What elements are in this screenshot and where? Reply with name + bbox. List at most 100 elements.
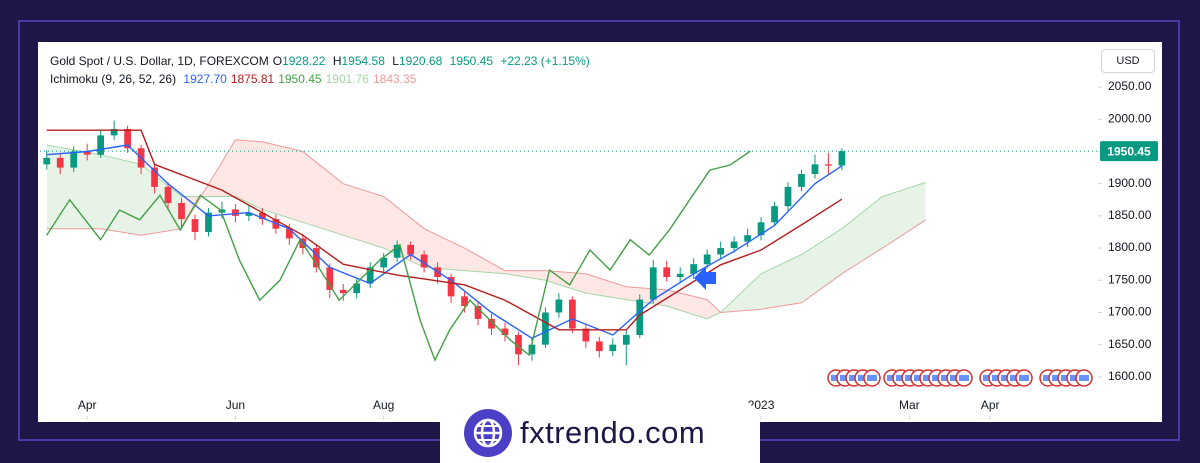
candle-body bbox=[542, 312, 549, 345]
cloud-segment bbox=[801, 228, 842, 303]
ohlc-prefix: L bbox=[392, 54, 399, 68]
close-value: 1950.45 bbox=[449, 54, 494, 68]
event-flag-stripe bbox=[914, 375, 924, 381]
event-flag-stripe bbox=[1043, 375, 1053, 381]
cloud-segment bbox=[585, 273, 627, 300]
x-tick-label: Apr bbox=[78, 398, 97, 412]
event-flag-stripe bbox=[959, 375, 969, 381]
cloud-segment bbox=[505, 270, 546, 281]
event-flag-stripe bbox=[983, 375, 993, 381]
cloud-segment bbox=[841, 196, 883, 274]
event-flag-stripe bbox=[887, 375, 897, 381]
x-tick-label: Jun bbox=[226, 398, 245, 412]
price-label-box bbox=[1100, 141, 1158, 162]
candle-body bbox=[339, 289, 347, 294]
legend-row: Ichimoku (9, 26, 52, 26) 1927.70 1875.81 1… bbox=[50, 70, 594, 88]
x-tick-label: Mar bbox=[899, 398, 920, 412]
candle-body bbox=[164, 186, 172, 203]
indicator-value: 1927.70 bbox=[183, 72, 227, 86]
event-flag-stripe bbox=[923, 375, 933, 381]
cloud-segment bbox=[302, 151, 344, 236]
candle-body bbox=[245, 212, 253, 216]
y-tick-label: 1750.00 bbox=[1108, 272, 1152, 286]
event-flag-stripe bbox=[858, 375, 868, 381]
candle-body bbox=[595, 341, 603, 352]
indicator-value: 1950.45 bbox=[278, 72, 322, 86]
candle-body bbox=[124, 128, 131, 149]
ohlc-prefix: H bbox=[332, 54, 342, 68]
ichimoku-line bbox=[46, 150, 751, 362]
symbol-title: Gold Spot / U.S. Dollar, 1D, FOREXCOM bbox=[50, 54, 269, 68]
candle-body bbox=[811, 164, 819, 175]
cloud-segment bbox=[383, 196, 425, 268]
candle-body bbox=[488, 318, 495, 329]
arrow-annotation bbox=[694, 266, 716, 290]
candle-body bbox=[622, 334, 630, 345]
candle-body bbox=[447, 277, 455, 297]
event-flag-stripe bbox=[905, 375, 915, 381]
event-flag-stripe bbox=[1001, 375, 1011, 381]
candle-body bbox=[676, 273, 684, 278]
candle-body bbox=[43, 157, 51, 165]
candle-body bbox=[649, 267, 657, 300]
event-flag-stripe bbox=[1061, 375, 1071, 381]
candle-body bbox=[191, 219, 199, 232]
candle-body bbox=[380, 257, 388, 268]
y-tick-label: 1700.00 bbox=[1108, 305, 1152, 319]
y-tick-label: 1650.00 bbox=[1108, 337, 1152, 351]
x-tick-label: Apr bbox=[981, 398, 1000, 412]
candle-body bbox=[798, 174, 805, 187]
candle-body bbox=[609, 344, 617, 352]
y-tick-label: 1600.00 bbox=[1108, 369, 1152, 383]
span-line bbox=[46, 144, 926, 320]
event-flag-stripe bbox=[932, 375, 942, 381]
candle-body bbox=[528, 344, 536, 355]
globe-icon bbox=[464, 409, 512, 457]
candle-body bbox=[205, 212, 212, 232]
candle-body bbox=[582, 328, 590, 342]
event-flag-stripe bbox=[1079, 375, 1089, 381]
ichimoku-line bbox=[46, 144, 843, 339]
indicator-value: 1843.35 bbox=[372, 72, 417, 86]
cloud-segment bbox=[666, 289, 708, 319]
candle-body bbox=[784, 186, 792, 207]
candle-body bbox=[663, 267, 671, 278]
currency-button[interactable]: USD bbox=[1101, 49, 1155, 73]
event-flag-stripe bbox=[840, 375, 850, 381]
y-tick-label: 2000.00 bbox=[1108, 111, 1152, 125]
candle-body bbox=[83, 151, 91, 155]
event-flag-stripe bbox=[1070, 375, 1080, 381]
candle-body bbox=[730, 241, 738, 249]
event-flag-stripe bbox=[896, 375, 906, 381]
event-flag-stripe bbox=[849, 375, 859, 381]
candle-body bbox=[366, 267, 374, 284]
candle-body bbox=[555, 299, 563, 313]
candle-body bbox=[312, 248, 320, 268]
candle-body bbox=[232, 209, 239, 216]
candle-body bbox=[393, 244, 401, 258]
event-flag-stripe bbox=[950, 375, 960, 381]
event-flag-stripe bbox=[941, 375, 951, 381]
candle-body bbox=[110, 128, 118, 136]
x-tick-label: Aug bbox=[373, 398, 394, 412]
cloud-segment bbox=[100, 154, 142, 236]
candle-body bbox=[569, 299, 576, 329]
indicator-name: Ichimoku (9, 26, 52, 26) bbox=[50, 72, 177, 86]
candle-body bbox=[97, 135, 105, 155]
chart-panel bbox=[38, 42, 1162, 422]
change-value: +22.23 (+1.15%) bbox=[500, 54, 590, 68]
indicator-value: 1875.81 bbox=[230, 72, 275, 86]
candle-body bbox=[703, 254, 711, 265]
candle-body bbox=[326, 267, 334, 290]
candle-body bbox=[420, 254, 428, 268]
candle-body bbox=[56, 157, 64, 168]
low-value: 1920.68 bbox=[398, 54, 443, 68]
watermark-text: fxtrendo.com bbox=[520, 415, 706, 450]
plot-area bbox=[40, 120, 1098, 366]
event-flag-stripe bbox=[867, 375, 877, 381]
event-flag-stripe bbox=[1010, 375, 1020, 381]
candle-body bbox=[285, 228, 293, 239]
span-line bbox=[46, 139, 926, 314]
